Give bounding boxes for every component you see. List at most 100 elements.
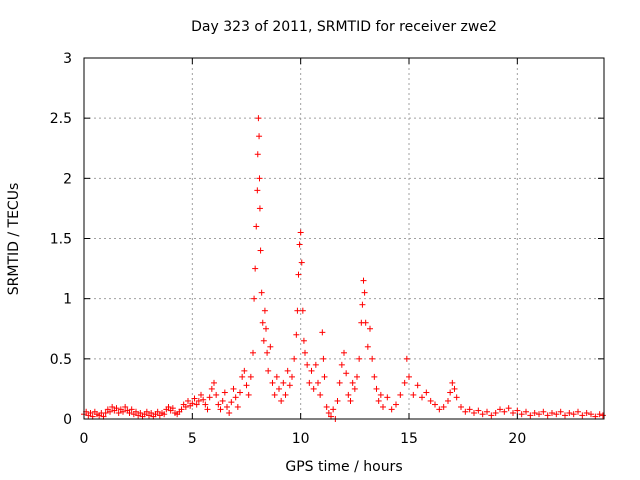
data-point (373, 385, 380, 392)
data-point (596, 411, 603, 418)
grid-lines (84, 58, 604, 419)
data-point (356, 355, 363, 362)
x-tick-label: 0 (80, 431, 89, 447)
data-point (256, 133, 263, 140)
tick-labels: 0 5 10 15 20 0 0.5 1 1.5 2 2.5 3 (50, 51, 527, 447)
data-point (254, 151, 261, 158)
data-point (599, 412, 606, 419)
data-point (255, 115, 262, 122)
data-point (359, 301, 366, 308)
data-point (120, 408, 126, 415)
data-point (284, 367, 291, 374)
data-point (492, 409, 499, 416)
data-point (256, 205, 263, 212)
data-point (256, 175, 263, 182)
data-point (414, 382, 421, 389)
data-point (315, 379, 321, 386)
data-point (228, 399, 235, 406)
chart-title: Day 323 of 2011, SRMTID for receiver zwe… (191, 19, 497, 35)
data-point (479, 411, 486, 418)
data-point (107, 408, 113, 415)
data-point (264, 349, 271, 356)
data-point (298, 259, 305, 266)
data-point (401, 379, 408, 386)
data-point (165, 403, 172, 410)
x-tick-label: 10 (292, 431, 310, 447)
data-point (143, 408, 150, 415)
data-point (310, 385, 317, 392)
x-tick-label: 15 (400, 431, 418, 447)
data-point (432, 401, 438, 408)
data-point (226, 409, 233, 416)
data-point (583, 409, 590, 416)
data-point (273, 373, 280, 380)
data-point (169, 405, 176, 412)
data-point (549, 409, 555, 416)
data-point (276, 385, 282, 392)
data-point (204, 406, 211, 413)
data-point (300, 337, 307, 344)
data-point (505, 405, 512, 412)
data-point (341, 349, 347, 356)
data-point (388, 406, 395, 413)
data-point (211, 379, 217, 386)
data-point (195, 397, 202, 404)
data-point (282, 391, 289, 398)
data-point (447, 389, 454, 396)
data-point (296, 241, 303, 248)
data-point (397, 391, 404, 398)
data-point (330, 406, 337, 413)
y-axis-label: SRMTID / TECUs (6, 183, 22, 296)
data-point (488, 412, 495, 419)
data-point (258, 289, 265, 296)
data-point (466, 406, 473, 413)
x-axis-label: GPS time / hours (285, 459, 402, 475)
data-point (325, 409, 332, 416)
data-point (178, 406, 185, 413)
data-point (241, 367, 248, 374)
data-point (453, 394, 460, 401)
data-point (278, 397, 285, 404)
data-point (126, 409, 133, 416)
data-point (297, 229, 304, 236)
data-point (393, 401, 399, 408)
data-point (317, 391, 324, 398)
data-point (360, 277, 367, 284)
data-point (570, 411, 577, 418)
data-point (245, 391, 252, 398)
data-point (575, 408, 581, 415)
data-point (239, 373, 246, 380)
data-point (299, 307, 306, 314)
data-point (384, 394, 391, 401)
data-point (436, 406, 443, 413)
data-point (257, 247, 264, 254)
data-point (230, 385, 237, 392)
data-point (462, 408, 469, 415)
data-point (377, 391, 384, 398)
data-point (213, 391, 220, 398)
data-point (544, 412, 551, 419)
data-point (440, 403, 447, 410)
data-point (497, 406, 503, 413)
data-point (484, 408, 490, 415)
data-point (263, 325, 269, 332)
data-point (553, 411, 560, 418)
data-point (232, 394, 239, 401)
data-point (375, 397, 382, 404)
data-point (471, 409, 477, 416)
data-point (115, 409, 122, 416)
data-point (336, 379, 343, 386)
data-point (338, 361, 345, 368)
data-point (351, 385, 358, 392)
y-tick-label: 1.5 (50, 232, 72, 248)
data-point (369, 355, 376, 362)
data-point (380, 403, 386, 410)
data-point (343, 370, 350, 377)
data-point (423, 389, 430, 396)
data-point (347, 397, 354, 404)
data-point (234, 403, 241, 410)
data-point (198, 391, 204, 398)
data-point (536, 411, 542, 418)
data-point (247, 373, 254, 380)
data-point (566, 409, 573, 416)
